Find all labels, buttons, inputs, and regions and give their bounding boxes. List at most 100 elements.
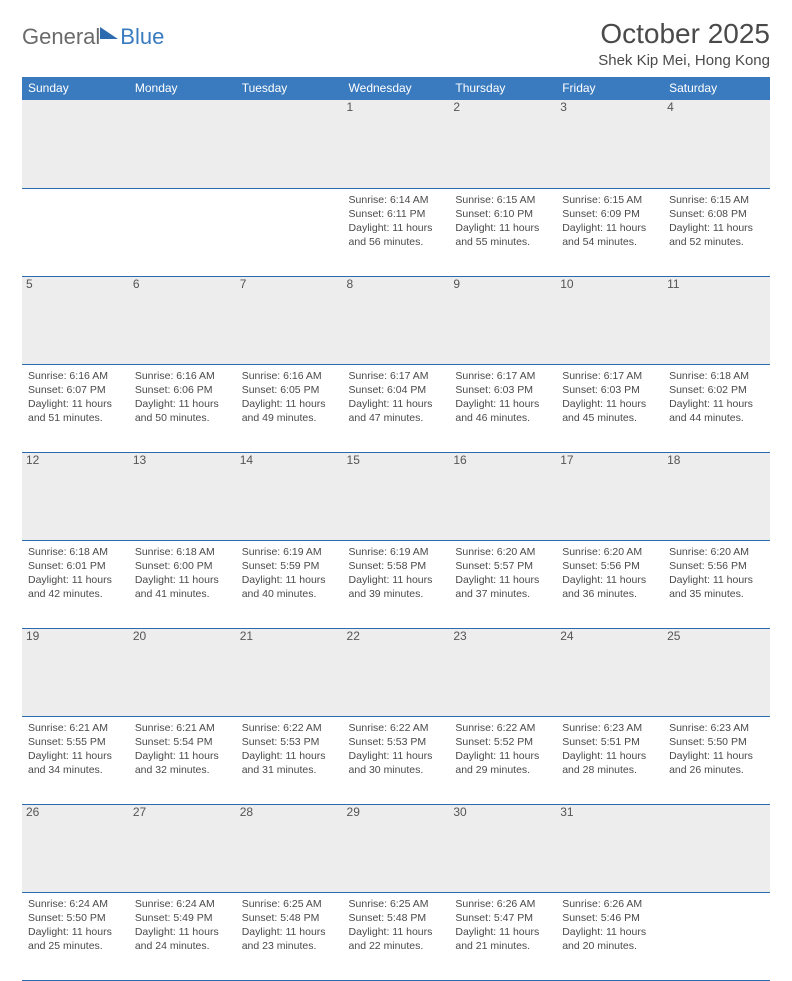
day-number-cell: 27 [129, 804, 236, 892]
day-body-row: Sunrise: 6:24 AMSunset: 5:50 PMDaylight:… [22, 892, 770, 980]
day-number-cell: 1 [343, 100, 450, 188]
day-number-cell: 4 [663, 100, 770, 188]
daylight-line: Daylight: 11 hours and 29 minutes. [455, 749, 550, 777]
sunset-line: Sunset: 5:53 PM [349, 735, 444, 749]
sunrise-line: Sunrise: 6:26 AM [455, 897, 550, 911]
daylight-line: Daylight: 11 hours and 46 minutes. [455, 397, 550, 425]
sunrise-line: Sunrise: 6:25 AM [242, 897, 337, 911]
day-detail: Sunrise: 6:16 AMSunset: 6:05 PMDaylight:… [240, 365, 339, 426]
day-detail: Sunrise: 6:22 AMSunset: 5:53 PMDaylight:… [240, 717, 339, 778]
day-number-cell [22, 100, 129, 188]
day-body-cell: Sunrise: 6:16 AMSunset: 6:06 PMDaylight:… [129, 364, 236, 452]
day-body-row: Sunrise: 6:16 AMSunset: 6:07 PMDaylight:… [22, 364, 770, 452]
day-body-cell: Sunrise: 6:26 AMSunset: 5:46 PMDaylight:… [556, 892, 663, 980]
daylight-line: Daylight: 11 hours and 28 minutes. [562, 749, 657, 777]
daylight-line: Daylight: 11 hours and 21 minutes. [455, 925, 550, 953]
day-number-cell [663, 804, 770, 892]
daylight-line: Daylight: 11 hours and 37 minutes. [455, 573, 550, 601]
day-body-cell: Sunrise: 6:22 AMSunset: 5:53 PMDaylight:… [343, 716, 450, 804]
day-number-cell: 20 [129, 628, 236, 716]
day-detail: Sunrise: 6:19 AMSunset: 5:59 PMDaylight:… [240, 541, 339, 602]
sunrise-line: Sunrise: 6:19 AM [242, 545, 337, 559]
daylight-line: Daylight: 11 hours and 51 minutes. [28, 397, 123, 425]
sunset-line: Sunset: 5:53 PM [242, 735, 337, 749]
sunset-line: Sunset: 6:06 PM [135, 383, 230, 397]
daylight-line: Daylight: 11 hours and 42 minutes. [28, 573, 123, 601]
day-number-cell: 6 [129, 276, 236, 364]
day-body-cell: Sunrise: 6:18 AMSunset: 6:01 PMDaylight:… [22, 540, 129, 628]
day-number-cell: 12 [22, 452, 129, 540]
weekday-header: Friday [556, 77, 663, 100]
sunrise-line: Sunrise: 6:18 AM [669, 369, 764, 383]
day-body-cell: Sunrise: 6:15 AMSunset: 6:10 PMDaylight:… [449, 188, 556, 276]
daylight-line: Daylight: 11 hours and 30 minutes. [349, 749, 444, 777]
sunrise-line: Sunrise: 6:22 AM [349, 721, 444, 735]
day-body-cell [129, 188, 236, 276]
day-number-cell: 28 [236, 804, 343, 892]
day-number-cell: 21 [236, 628, 343, 716]
daylight-line: Daylight: 11 hours and 41 minutes. [135, 573, 230, 601]
day-body-cell [663, 892, 770, 980]
day-number-cell: 19 [22, 628, 129, 716]
sunrise-line: Sunrise: 6:15 AM [669, 193, 764, 207]
sunset-line: Sunset: 6:04 PM [349, 383, 444, 397]
day-detail: Sunrise: 6:15 AMSunset: 6:08 PMDaylight:… [667, 189, 766, 250]
day-body-cell: Sunrise: 6:15 AMSunset: 6:09 PMDaylight:… [556, 188, 663, 276]
daylight-line: Daylight: 11 hours and 22 minutes. [349, 925, 444, 953]
sunrise-line: Sunrise: 6:17 AM [455, 369, 550, 383]
calendar-header-row: SundayMondayTuesdayWednesdayThursdayFrid… [22, 77, 770, 100]
sunrise-line: Sunrise: 6:23 AM [562, 721, 657, 735]
sunrise-line: Sunrise: 6:25 AM [349, 897, 444, 911]
day-detail: Sunrise: 6:23 AMSunset: 5:51 PMDaylight:… [560, 717, 659, 778]
day-detail: Sunrise: 6:20 AMSunset: 5:57 PMDaylight:… [453, 541, 552, 602]
day-detail: Sunrise: 6:20 AMSunset: 5:56 PMDaylight:… [560, 541, 659, 602]
day-number-cell: 11 [663, 276, 770, 364]
title-block: October 2025 Shek Kip Mei, Hong Kong [598, 18, 770, 69]
daylight-line: Daylight: 11 hours and 52 minutes. [669, 221, 764, 249]
sunrise-line: Sunrise: 6:23 AM [669, 721, 764, 735]
day-number-cell: 9 [449, 276, 556, 364]
daylight-line: Daylight: 11 hours and 44 minutes. [669, 397, 764, 425]
sunrise-line: Sunrise: 6:15 AM [562, 193, 657, 207]
daylight-line: Daylight: 11 hours and 40 minutes. [242, 573, 337, 601]
day-body-cell: Sunrise: 6:23 AMSunset: 5:51 PMDaylight:… [556, 716, 663, 804]
day-detail: Sunrise: 6:19 AMSunset: 5:58 PMDaylight:… [347, 541, 446, 602]
daylight-line: Daylight: 11 hours and 34 minutes. [28, 749, 123, 777]
weekday-header: Tuesday [236, 77, 343, 100]
day-number-cell: 10 [556, 276, 663, 364]
day-number-cell: 15 [343, 452, 450, 540]
sunset-line: Sunset: 5:50 PM [669, 735, 764, 749]
sunset-line: Sunset: 5:49 PM [135, 911, 230, 925]
sunset-line: Sunset: 6:03 PM [455, 383, 550, 397]
daylight-line: Daylight: 11 hours and 56 minutes. [349, 221, 444, 249]
sunset-line: Sunset: 6:03 PM [562, 383, 657, 397]
day-number-cell: 2 [449, 100, 556, 188]
day-detail: Sunrise: 6:26 AMSunset: 5:46 PMDaylight:… [560, 893, 659, 954]
sunrise-line: Sunrise: 6:22 AM [455, 721, 550, 735]
daylight-line: Daylight: 11 hours and 35 minutes. [669, 573, 764, 601]
day-number-cell: 24 [556, 628, 663, 716]
day-number-cell: 16 [449, 452, 556, 540]
day-body-cell: Sunrise: 6:14 AMSunset: 6:11 PMDaylight:… [343, 188, 450, 276]
daylight-line: Daylight: 11 hours and 26 minutes. [669, 749, 764, 777]
sunrise-line: Sunrise: 6:19 AM [349, 545, 444, 559]
day-detail: Sunrise: 6:25 AMSunset: 5:48 PMDaylight:… [347, 893, 446, 954]
weekday-header: Saturday [663, 77, 770, 100]
day-detail: Sunrise: 6:21 AMSunset: 5:55 PMDaylight:… [26, 717, 125, 778]
sunset-line: Sunset: 6:00 PM [135, 559, 230, 573]
sunrise-line: Sunrise: 6:22 AM [242, 721, 337, 735]
day-body-row: Sunrise: 6:14 AMSunset: 6:11 PMDaylight:… [22, 188, 770, 276]
day-detail: Sunrise: 6:14 AMSunset: 6:11 PMDaylight:… [347, 189, 446, 250]
sunset-line: Sunset: 6:01 PM [28, 559, 123, 573]
day-number-cell: 25 [663, 628, 770, 716]
sunrise-line: Sunrise: 6:24 AM [135, 897, 230, 911]
day-body-cell: Sunrise: 6:20 AMSunset: 5:56 PMDaylight:… [556, 540, 663, 628]
day-body-cell: Sunrise: 6:16 AMSunset: 6:05 PMDaylight:… [236, 364, 343, 452]
sunrise-line: Sunrise: 6:18 AM [28, 545, 123, 559]
day-number-cell: 8 [343, 276, 450, 364]
day-number-cell: 13 [129, 452, 236, 540]
sunrise-line: Sunrise: 6:20 AM [562, 545, 657, 559]
day-body-cell: Sunrise: 6:19 AMSunset: 5:58 PMDaylight:… [343, 540, 450, 628]
day-body-cell: Sunrise: 6:19 AMSunset: 5:59 PMDaylight:… [236, 540, 343, 628]
day-body-cell: Sunrise: 6:24 AMSunset: 5:49 PMDaylight:… [129, 892, 236, 980]
